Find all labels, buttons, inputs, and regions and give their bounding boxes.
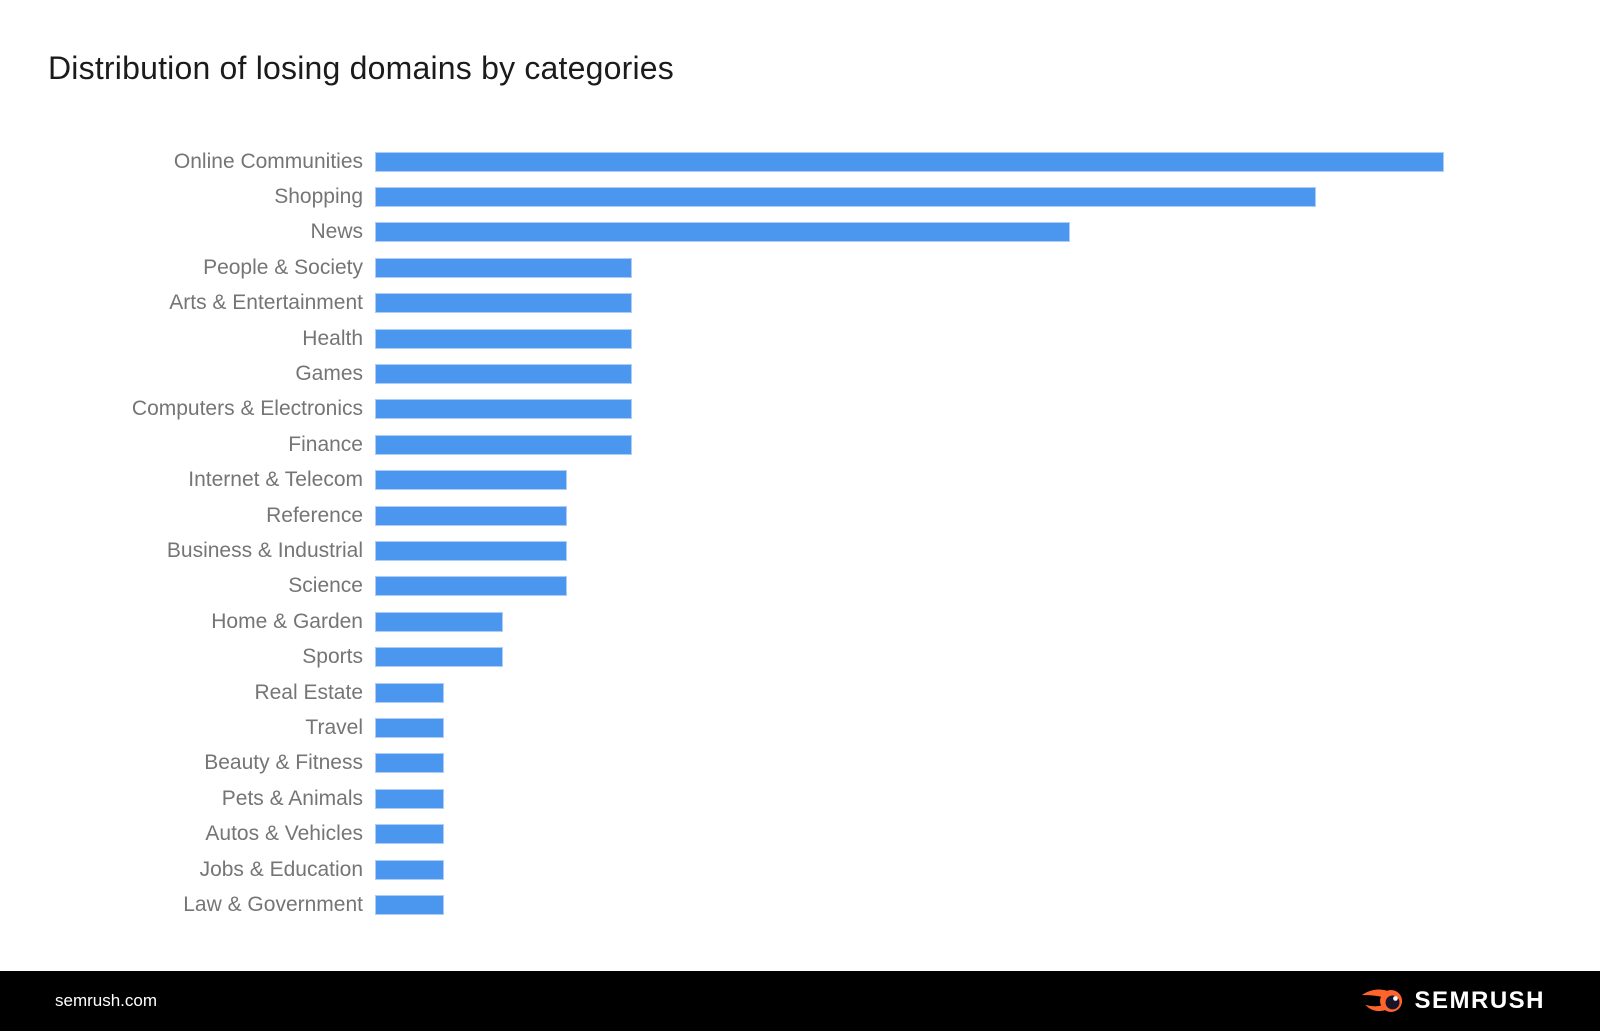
- chart-title: Distribution of losing domains by catego…: [48, 50, 675, 86]
- footer-bar: semrush.com SEMRUSH: [0, 971, 1600, 1031]
- bar: [375, 753, 445, 774]
- category-label: Pets & Animals: [221, 786, 363, 810]
- bar-track: [363, 151, 1600, 172]
- semrush-flame-icon: [1361, 986, 1405, 1016]
- chart-row: Finance: [0, 427, 1600, 462]
- bar: [375, 647, 504, 668]
- category-label: Autos & Vehicles: [205, 822, 363, 846]
- bar: [375, 257, 632, 278]
- bar-track: [363, 257, 1600, 278]
- bar: [375, 293, 632, 314]
- bar: [375, 611, 504, 632]
- bar: [375, 717, 445, 738]
- chart-row: Reference: [0, 498, 1600, 533]
- chart-row: People & Society: [0, 250, 1600, 285]
- category-label: News: [310, 220, 363, 244]
- category-label: Computers & Electronics: [131, 397, 363, 421]
- bar: [375, 576, 568, 597]
- chart-row: Law & Government: [0, 887, 1600, 922]
- category-label: Home & Garden: [211, 609, 363, 633]
- bar: [375, 894, 445, 915]
- bar-track: [363, 753, 1600, 774]
- bar: [375, 540, 568, 561]
- bar: [375, 399, 632, 420]
- bar-track: [363, 824, 1600, 845]
- chart-row: Autos & Vehicles: [0, 816, 1600, 851]
- bar: [375, 788, 445, 809]
- category-label: Finance: [288, 432, 363, 456]
- bar: [375, 470, 568, 491]
- category-label: Law & Government: [183, 892, 363, 916]
- chart-row: Business & Industrial: [0, 533, 1600, 568]
- category-label: People & Society: [203, 255, 363, 279]
- bar: [375, 434, 632, 455]
- bar-track: [363, 859, 1600, 880]
- bar: [375, 151, 1444, 172]
- bar-chart: Online Communities Shopping News People & S…: [0, 144, 1600, 923]
- chart-row: Computers & Electronics: [0, 392, 1600, 427]
- chart-row: Home & Garden: [0, 604, 1600, 639]
- bar-track: [363, 187, 1600, 208]
- category-label: Sports: [302, 645, 363, 669]
- semrush-logo: SEMRUSH: [1361, 986, 1545, 1016]
- chart-row: Jobs & Education: [0, 852, 1600, 887]
- chart-row: Sports: [0, 639, 1600, 674]
- category-label: Internet & Telecom: [188, 468, 363, 492]
- chart-row: Games: [0, 356, 1600, 391]
- bar: [375, 505, 568, 526]
- bar-track: [363, 717, 1600, 738]
- chart-row: Real Estate: [0, 675, 1600, 710]
- chart-row: Internet & Telecom: [0, 463, 1600, 498]
- category-label: Beauty & Fitness: [204, 751, 363, 775]
- bar-track: [363, 894, 1600, 915]
- category-label: Games: [295, 362, 363, 386]
- category-label: Travel: [305, 715, 363, 739]
- bar: [375, 824, 445, 845]
- category-label: Reference: [266, 503, 363, 527]
- bar-track: [363, 364, 1600, 385]
- chart-row: Pets & Animals: [0, 781, 1600, 816]
- bar-track: [363, 611, 1600, 632]
- bar: [375, 364, 632, 385]
- bar: [375, 682, 445, 703]
- bar-track: [363, 293, 1600, 314]
- category-label: Online Communities: [173, 149, 363, 173]
- website-url: semrush.com: [55, 991, 158, 1010]
- category-label: Science: [288, 574, 363, 598]
- bar: [375, 328, 632, 349]
- category-label: Jobs & Education: [199, 857, 363, 881]
- bar: [375, 859, 445, 880]
- chart-row: Science: [0, 569, 1600, 604]
- bar-track: [363, 647, 1600, 668]
- chart-row: Travel: [0, 710, 1600, 745]
- bar-track: [363, 540, 1600, 561]
- chart-row: News: [0, 215, 1600, 250]
- semrush-wordmark: SEMRUSH: [1414, 987, 1545, 1014]
- category-label: Health: [302, 326, 363, 350]
- bar-track: [363, 576, 1600, 597]
- category-label: Shopping: [274, 185, 363, 209]
- category-label: Real Estate: [254, 680, 363, 704]
- bar: [375, 222, 1070, 243]
- bar-track: [363, 470, 1600, 491]
- bar-track: [363, 222, 1600, 243]
- chart-row: Health: [0, 321, 1600, 356]
- chart-row: Beauty & Fitness: [0, 746, 1600, 781]
- chart-row: Online Communities: [0, 144, 1600, 179]
- bar-track: [363, 682, 1600, 703]
- bar-track: [363, 505, 1600, 526]
- category-label: Business & Industrial: [166, 538, 363, 562]
- bar-track: [363, 399, 1600, 420]
- chart-row: Arts & Entertainment: [0, 286, 1600, 321]
- bar: [375, 187, 1316, 208]
- chart-row: Shopping: [0, 179, 1600, 214]
- bar-track: [363, 788, 1600, 809]
- bar-track: [363, 434, 1600, 455]
- bar-track: [363, 328, 1600, 349]
- category-label: Arts & Entertainment: [169, 291, 363, 315]
